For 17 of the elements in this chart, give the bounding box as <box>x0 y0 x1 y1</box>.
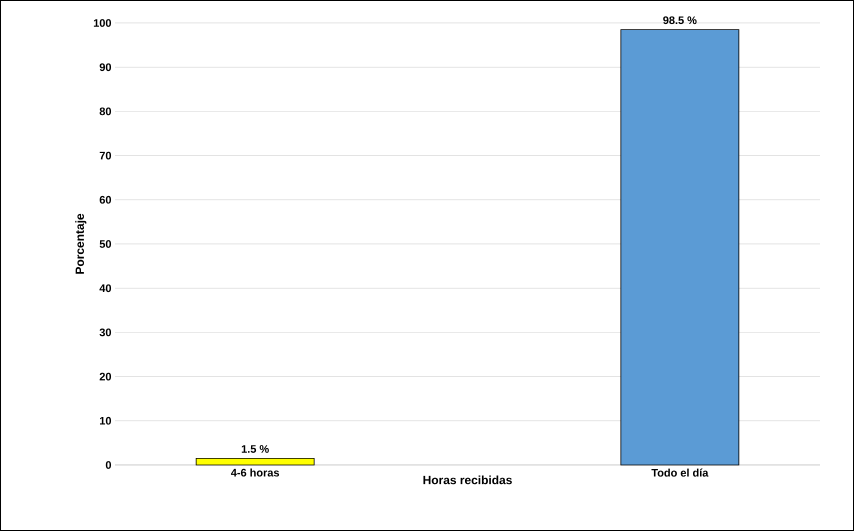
y-tick-label: 20 <box>100 372 112 380</box>
y-tick-label: 80 <box>100 108 112 116</box>
y-tick-label: 60 <box>100 196 112 204</box>
data-label: 98.5 % <box>663 16 697 24</box>
y-tick-label: 0 <box>106 461 112 469</box>
y-axis-title: Porcentaje <box>75 214 86 274</box>
x-tick-label: Todo el día <box>651 468 708 477</box>
data-label: 1.5 % <box>242 445 269 453</box>
x-axis-title: Horas recibidas <box>423 475 512 484</box>
y-tick-label: 40 <box>99 284 112 292</box>
y-tick-label: 30 <box>100 328 112 336</box>
y-tick-label: 10 <box>100 416 112 425</box>
y-tick-label: 50 <box>100 240 112 248</box>
y-tick-label: 90 <box>100 63 112 72</box>
y-tick-label: 100 <box>94 19 112 27</box>
y-tick-label: 70 <box>100 152 112 160</box>
x-tick-label: 4-6 horas <box>230 468 280 477</box>
